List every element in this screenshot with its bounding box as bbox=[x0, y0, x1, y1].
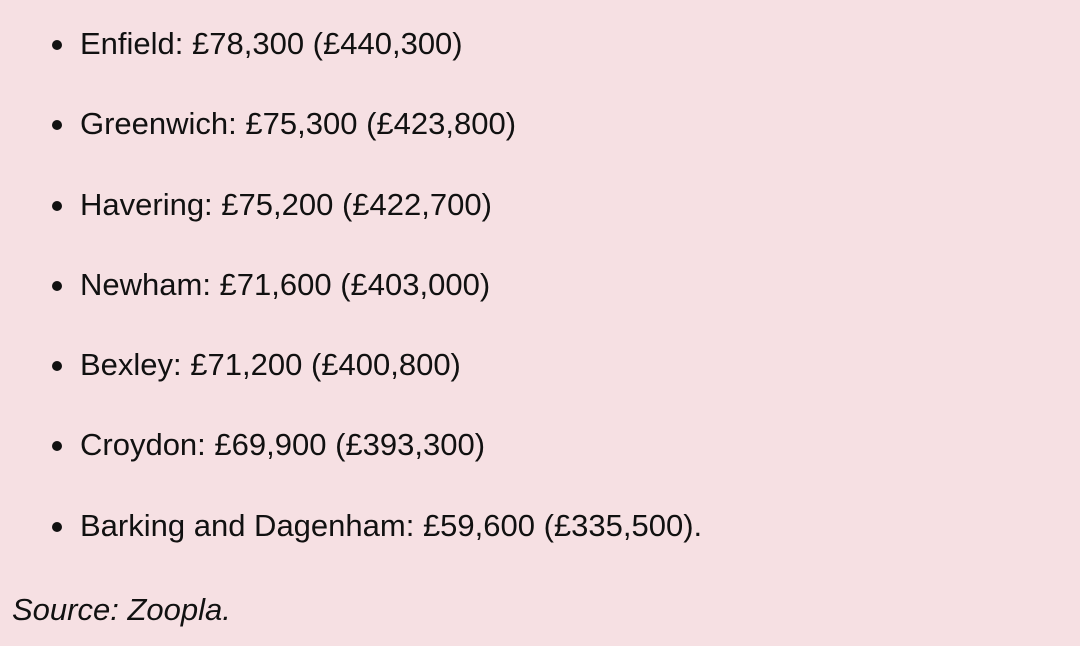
source-note: Source: Zoopla. bbox=[12, 592, 231, 627]
borough-list: Enfield: £78,300 (£440,300) Greenwich: £… bbox=[0, 4, 702, 566]
bullet-icon bbox=[52, 40, 62, 50]
bullet-icon bbox=[52, 441, 62, 452]
bullet-icon bbox=[52, 280, 62, 291]
list-item-text: Barking and Dagenham: £59,600 (£335,500)… bbox=[80, 507, 703, 543]
list-item: Havering: £75,200 (£422,700) bbox=[0, 165, 702, 245]
bullet-icon bbox=[52, 521, 62, 532]
list-item: Bexley: £71,200 (£400,800) bbox=[0, 325, 702, 405]
list-item-text: Enfield: £78,300 (£440,300) bbox=[80, 26, 463, 61]
list-item: Enfield: £78,300 (£440,300) bbox=[0, 4, 702, 84]
list-item: Barking and Dagenham: £59,600 (£335,500)… bbox=[0, 486, 702, 566]
bullet-icon bbox=[52, 120, 62, 131]
list-item: Greenwich: £75,300 (£423,800) bbox=[0, 84, 702, 164]
list-item-text: Bexley: £71,200 (£400,800) bbox=[80, 347, 461, 383]
list-item: Croydon: £69,900 (£393,300) bbox=[0, 405, 702, 485]
list-item-text: Newham: £71,600 (£403,000) bbox=[80, 266, 491, 302]
list-item-text: Greenwich: £75,300 (£423,800) bbox=[80, 106, 517, 142]
list-item-text: Havering: £75,200 (£422,700) bbox=[80, 186, 492, 222]
list-item: Newham: £71,600 (£403,000) bbox=[0, 245, 702, 325]
bullet-icon bbox=[52, 361, 62, 372]
list-item-text: Croydon: £69,900 (£393,300) bbox=[80, 427, 486, 463]
bullet-icon bbox=[52, 200, 62, 211]
